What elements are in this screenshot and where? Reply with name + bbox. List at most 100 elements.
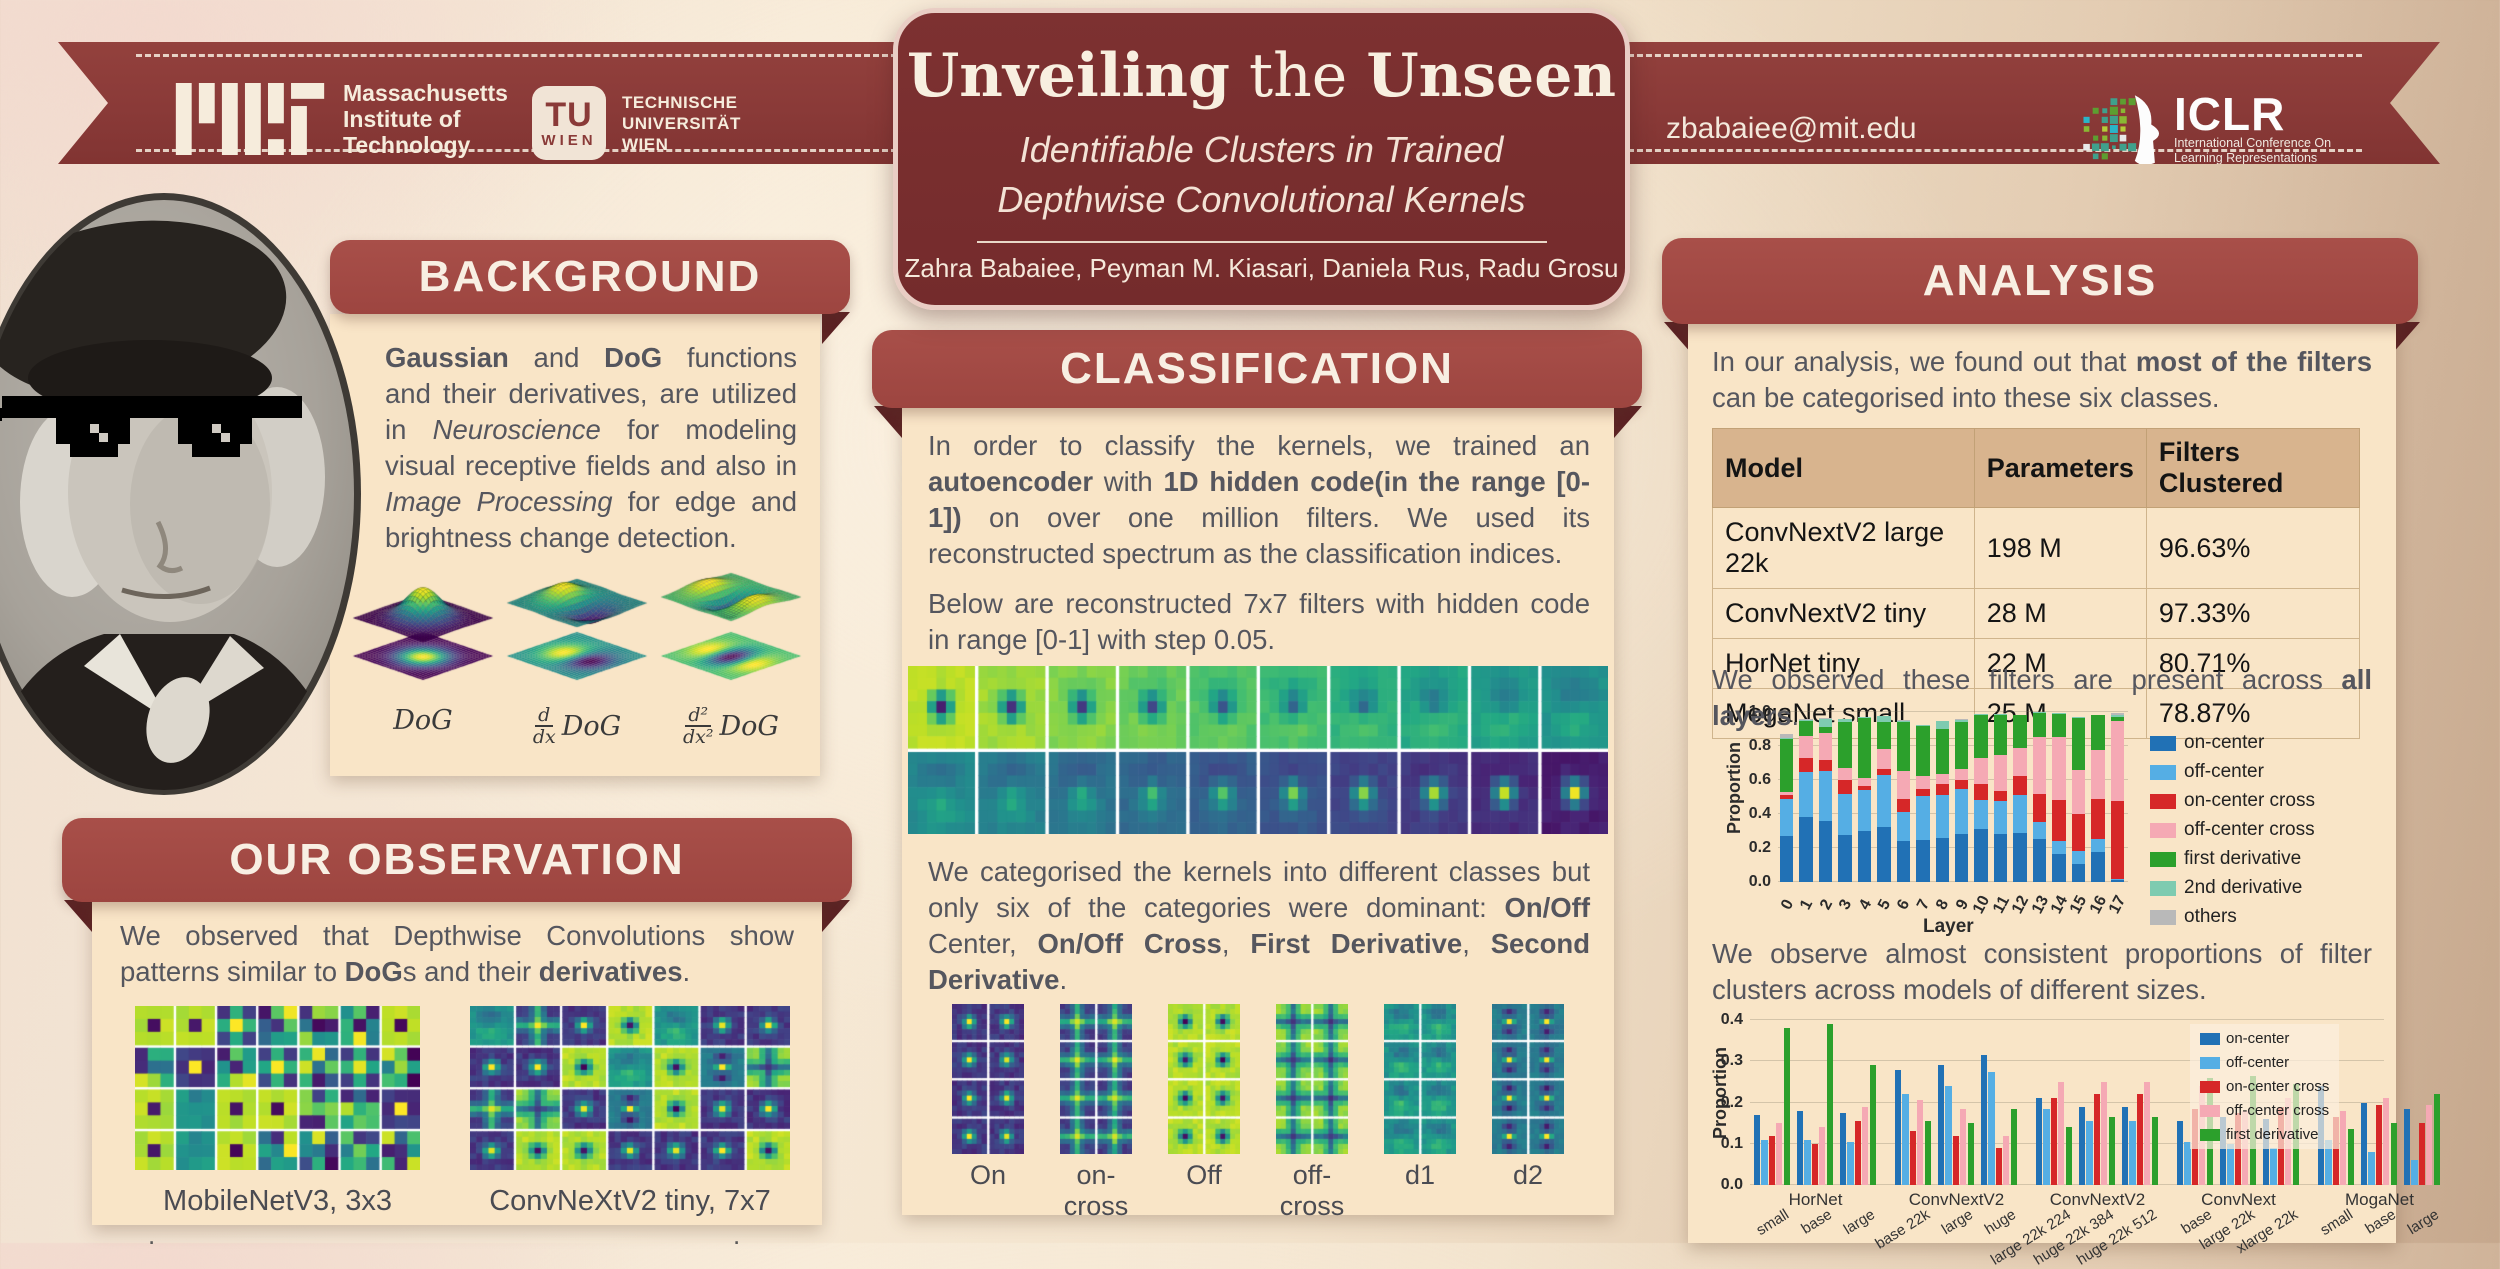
- category-label-Off: Off: [1186, 1160, 1222, 1190]
- table-header: Filters Clustered: [2145, 428, 2361, 508]
- table-row: ConvNextV2 tiny 28 M 97.33%: [1712, 588, 2361, 639]
- analysis-heading: ANALYSIS: [1662, 238, 2418, 324]
- bar-segment-first derivative: [1993, 714, 2008, 755]
- bar-segment-off-center cross: [2071, 769, 2086, 815]
- observation-fold-left: [64, 900, 92, 932]
- grouped-bar-off-center: [2086, 1121, 2093, 1185]
- y-tick-label: 0.2: [1720, 1093, 1743, 1111]
- x-tick-label: large: [1841, 1206, 1879, 1239]
- bar-segment-off-center cross: [1916, 775, 1930, 789]
- bar-segment-2nd derivative: [1818, 718, 1833, 728]
- gridline: [1778, 813, 2128, 814]
- analysis-paragraph-3: We observe almost consistent proportions…: [1712, 938, 2372, 1005]
- legend-swatch: [2200, 1056, 2220, 1069]
- y-tick-label: 0.0: [1720, 1176, 1743, 1193]
- gridline: [1778, 847, 2128, 848]
- stacked-bar: [1799, 718, 1813, 882]
- y-tick-label: 1.0: [1748, 703, 1771, 720]
- iclr-logo: ICLR International Conference On Learnin…: [2082, 88, 2331, 170]
- bar-segment-2nd derivative: [1857, 717, 1872, 718]
- table-header: Model: [1712, 428, 1975, 508]
- grouped-bar-off-center cross: [2383, 1098, 2390, 1185]
- x-tick-label: 1: [1797, 896, 1817, 913]
- bar-segment-off-center: [1838, 793, 1852, 836]
- classification-fold-left: [874, 406, 902, 438]
- grouped-bar-on-center cross: [1811, 1143, 1818, 1185]
- bar-segment-off-center cross: [1993, 754, 2008, 792]
- bar-segment-others: [1780, 734, 1794, 738]
- bar-segment-off-center cross: [1877, 749, 1891, 769]
- bar-segment-on-center: [1857, 831, 1872, 882]
- bar-segment-on-center cross: [1780, 795, 1794, 799]
- grouped-bar-on-center: [1895, 1069, 1902, 1185]
- grouped-bar-first derivative: [2065, 1127, 2072, 1185]
- legend-swatch: [2150, 764, 2176, 780]
- bar-segment-first derivative: [2091, 715, 2105, 751]
- tuwien-logo-icon: TU WIEN: [532, 86, 606, 160]
- family-label: ConvNext: [2201, 1190, 2276, 1209]
- bar-segment-on-center: [1935, 837, 1949, 882]
- bar-segment-2nd derivative: [1877, 716, 1891, 723]
- grouped-bar-off-center: [2411, 1160, 2418, 1185]
- x-tick-label: base 22k: [1872, 1206, 1934, 1253]
- bar-segment-2nd derivative: [2091, 714, 2105, 716]
- grouped-bar-off-center cross: [2101, 1081, 2108, 1185]
- bar-segment-on-center: [1838, 835, 1852, 882]
- poster-subtitle: Identifiable Clusters in Trained Depthwi…: [997, 129, 1526, 220]
- stacked-bar: [1935, 720, 1949, 882]
- legend-item-off-center: off-center: [2150, 761, 2315, 783]
- bar-segment-first derivative: [2071, 717, 2086, 770]
- bar-segment-first derivative: [1799, 720, 1813, 736]
- stacked-bar: [2013, 714, 2027, 882]
- bar-segment-on-center: [1974, 829, 1988, 882]
- mit-logo-text: Massachusetts Institute of Technology: [343, 80, 508, 158]
- bar-segment-on-center: [2091, 852, 2105, 882]
- bar-segment-others: [1955, 718, 1969, 720]
- x-tick-label: 7: [1913, 896, 1933, 913]
- grouped-bar-first derivative: [2390, 1123, 2397, 1185]
- bar-segment-off-center: [1857, 790, 1872, 831]
- bar-segment-2nd derivative: [2013, 714, 2027, 716]
- legend-item-first derivative: first derivative: [2150, 848, 2315, 870]
- family-label: HorNet: [1788, 1190, 1843, 1209]
- category-off-cross: [1276, 1004, 1348, 1154]
- grouped-bar-first derivative: [1783, 1028, 1790, 1185]
- observation-panel: We observed that Depthwise Convolutions …: [92, 902, 822, 1225]
- observation-heading: OUR OBSERVATION: [62, 818, 852, 902]
- grouped-bar-off-center: [2184, 1141, 2191, 1185]
- stacked-bar: [2110, 712, 2124, 882]
- analysis-paragraph-2: We observed these filters are present ac…: [1712, 664, 2372, 731]
- bar-segment-off-center: [1974, 799, 1988, 830]
- legend-item-off-center cross: off-center cross: [2150, 819, 2315, 841]
- bar-segment-off-center cross: [2110, 721, 2124, 802]
- dog-surface-plots: DoG d dx DoG d² dx² DoG: [348, 560, 806, 747]
- bar-segment-on-center: [2013, 832, 2027, 882]
- x-tick-label: base: [2362, 1206, 2400, 1238]
- family-label: MogaNet: [2345, 1190, 2414, 1209]
- bar-segment-2nd derivative: [2071, 717, 2086, 718]
- layers-stacked-chart: 0.0 0.2 0.4 0.6 0.8 1.0 0 1 2 3 4 5 6 7 8 9 10 11 12 13 14 15…: [1718, 703, 2368, 937]
- stacked-bar: [1857, 717, 1872, 882]
- x-tick-label: small: [1753, 1206, 1793, 1239]
- legend-item-on-center: on-center: [2200, 1030, 2329, 1047]
- x-tick-label: small: [2317, 1206, 2357, 1239]
- bar-segment-off-center cross: [2091, 750, 2105, 799]
- y-tick-label: 0.1: [1720, 1134, 1743, 1152]
- bar-segment-on-center cross: [1896, 798, 1911, 813]
- grouped-bar-on-center: [2263, 1119, 2270, 1185]
- poster-root: Massachusetts Institute of Technology TU…: [0, 8, 2442, 1269]
- grouped-bar-first derivative: [2151, 1116, 2158, 1185]
- grouped-bar-first derivative: [1869, 1065, 1876, 1185]
- gridline: [1750, 1060, 2384, 1062]
- bar-segment-on-center: [1780, 836, 1794, 882]
- stacked-bar: [1818, 718, 1833, 882]
- grouped-bar-first derivative: [2010, 1108, 2017, 1185]
- grouped-bar-off-center: [1804, 1139, 1811, 1185]
- legend-swatch: [2200, 1128, 2220, 1141]
- stacked-bar: [1993, 713, 2008, 882]
- category-Off: [1168, 1004, 1240, 1154]
- category-label-on-cross: on-cross: [1063, 1160, 1129, 1221]
- bar-segment-off-center: [2091, 838, 2105, 853]
- tuwien-logo-text: TECHNISCHE UNIVERSITÄT WIEN: [622, 92, 741, 154]
- category-On: [952, 1004, 1024, 1154]
